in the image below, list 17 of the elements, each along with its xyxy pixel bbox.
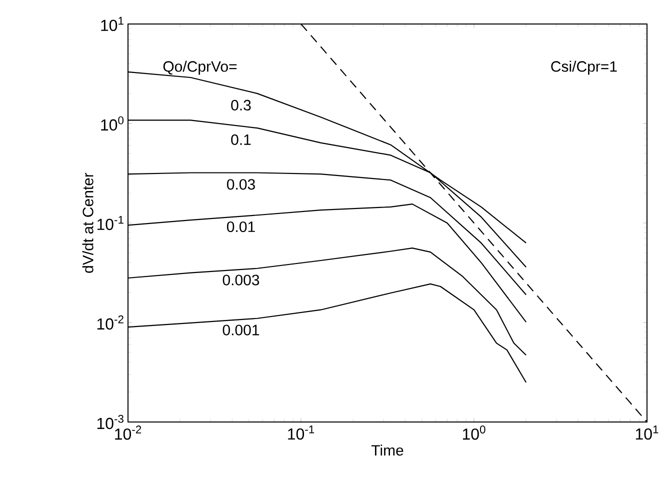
annotation: Csi/Cpr=1 bbox=[551, 60, 617, 75]
series-label: 0.3 bbox=[231, 100, 251, 110]
x-tick-label: 10$^{1}$ bbox=[636, 426, 658, 440]
series-label: 0.1 bbox=[231, 134, 251, 145]
series-label: 0.01 bbox=[226, 221, 255, 232]
y-tick-label: 10$^{1}$ bbox=[101, 16, 124, 32]
series-label: 0.001 bbox=[222, 324, 260, 336]
series-label: 0.003 bbox=[222, 274, 260, 286]
y-tick-label: 10$^{0}$ bbox=[101, 116, 124, 131]
x-tick-label: 10$^{0}$ bbox=[462, 426, 486, 440]
y-axis-title: dV/dt at Center bbox=[82, 172, 94, 273]
x-tick-label: 10$^{-1}$ bbox=[288, 426, 314, 440]
series-label: 0.03 bbox=[226, 179, 255, 190]
y-tick-label: 10$^{-1}$ bbox=[97, 216, 124, 230]
annotation: Qo/CprVo= bbox=[163, 60, 237, 75]
x-axis-title: Time bbox=[371, 444, 404, 456]
y-tick-label: 10$^{-2}$ bbox=[97, 315, 124, 330]
